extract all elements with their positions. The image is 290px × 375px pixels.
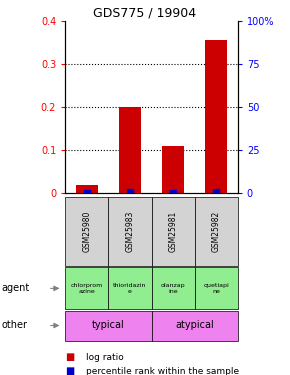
Text: ■: ■: [65, 366, 75, 375]
Text: GSM25981: GSM25981: [168, 211, 177, 252]
Point: [214, 189, 219, 195]
Text: olanzap
ine: olanzap ine: [161, 283, 185, 294]
Bar: [205, 40, 227, 193]
Text: agent: agent: [1, 284, 30, 293]
Text: chlorprom
azine: chlorprom azine: [71, 283, 103, 294]
Text: GSM25982: GSM25982: [212, 211, 221, 252]
Text: quetiapi
ne: quetiapi ne: [203, 283, 229, 294]
Point: [171, 189, 175, 195]
Bar: [162, 146, 184, 193]
Text: GSM25980: GSM25980: [82, 211, 91, 252]
Text: GSM25983: GSM25983: [126, 211, 135, 252]
Text: other: other: [1, 321, 28, 330]
Text: percentile rank within the sample: percentile rank within the sample: [86, 367, 239, 375]
Text: atypical: atypical: [175, 321, 214, 330]
Point: [128, 189, 132, 195]
Text: ■: ■: [65, 352, 75, 362]
Text: GDS775 / 19904: GDS775 / 19904: [93, 7, 197, 20]
Bar: [119, 107, 141, 193]
Bar: [76, 184, 98, 193]
Point: [84, 190, 89, 196]
Text: log ratio: log ratio: [86, 352, 123, 362]
Text: typical: typical: [92, 321, 125, 330]
Text: thioridazin
e: thioridazin e: [113, 283, 147, 294]
